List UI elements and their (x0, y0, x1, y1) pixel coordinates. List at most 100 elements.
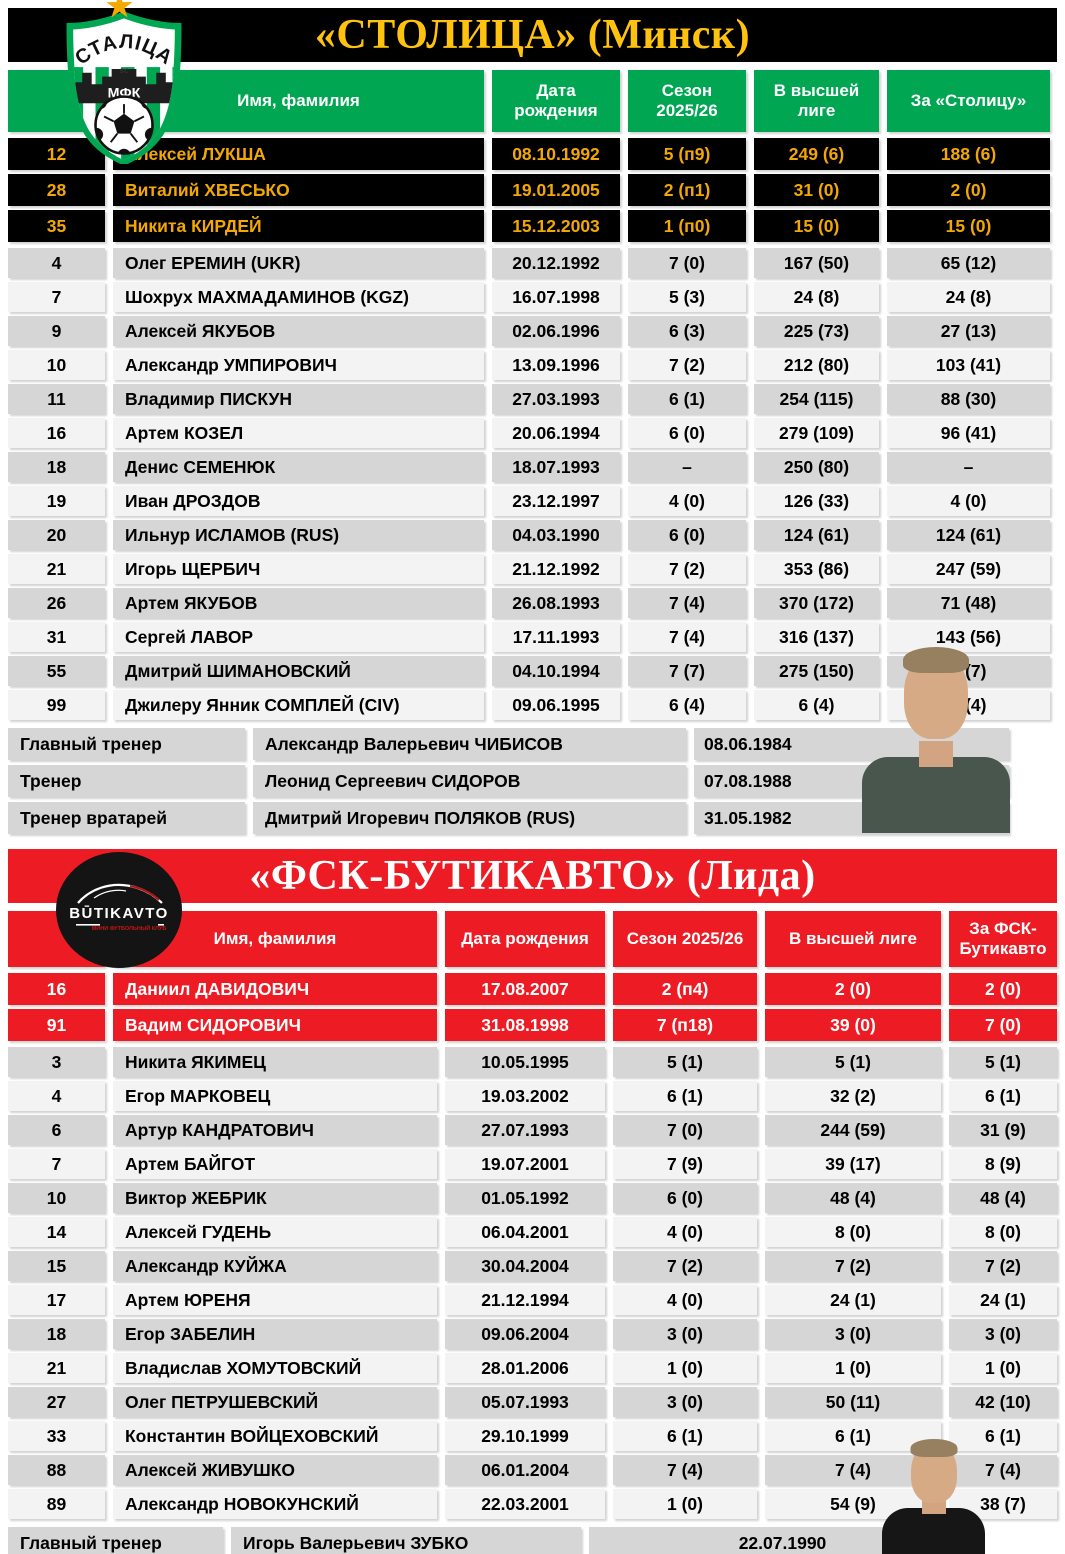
logo-script-text: sc (119, 65, 129, 75)
player-dob-cell: 08.10.1992 (492, 138, 620, 170)
player-name-cell: Джилеру Янник СОМПЛЕЙ (CIV) (113, 690, 484, 720)
player-league-cell: 24 (1) (765, 1285, 941, 1315)
player-name-cell: Артем КОЗЕЛ (113, 418, 484, 448)
player-club-cell: 31 (9) (949, 1115, 1057, 1145)
player-number-cell: 7 (8, 282, 105, 312)
player-row: 31 Сергей ЛАВОР 17.11.1993 7 (4) 316 (13… (8, 622, 1065, 652)
player-dob-cell: 18.07.1993 (492, 452, 620, 482)
goalkeeper-row: 12 Алексей ЛУКША 08.10.1992 5 (п9) 249 (… (8, 138, 1065, 170)
stolitsa-players: 4 Олег ЕРЕМИН (UKR) 20.12.1992 7 (0) 167… (0, 248, 1065, 720)
player-row: 10 Виктор ЖЕБРИК 01.05.1992 6 (0) 48 (4)… (8, 1183, 1065, 1213)
player-club-cell: 48 (4) (949, 1183, 1057, 1213)
player-club-cell: 2 (0) (887, 174, 1050, 206)
player-season-cell: 7 (2) (628, 350, 746, 380)
fsk-goalkeepers: 16 Даниил ДАВИДОВИЧ 17.08.2007 2 (п4) 2 … (0, 973, 1065, 1041)
stolitsa-title: «СТОЛИЦА» (Минск) (314, 12, 751, 58)
player-dob-cell: 20.12.1992 (492, 248, 620, 278)
player-club-cell: 88 (30) (887, 384, 1050, 414)
player-number-cell: 21 (8, 1353, 105, 1383)
player-row: 21 Игорь ЩЕРБИЧ 21.12.1992 7 (2) 353 (86… (8, 554, 1065, 584)
player-name-cell: Виталий ХВЕСЬКО (113, 174, 484, 206)
player-number-cell: 91 (8, 1009, 105, 1041)
player-club-cell: 15 (0) (887, 210, 1050, 242)
player-league-cell: 5 (1) (765, 1047, 941, 1077)
player-name-cell: Виктор ЖЕБРИК (113, 1183, 437, 1213)
league-column-header: В высшей лиге (765, 911, 941, 967)
player-league-cell: 8 (0) (765, 1217, 941, 1247)
player-season-cell: 6 (1) (613, 1421, 757, 1451)
fsk-players: 3 Никита ЯКИМЕЦ 10.05.1995 5 (1) 5 (1) 5… (0, 1047, 1065, 1519)
player-season-cell: 2 (п4) (613, 973, 757, 1005)
player-row: 27 Олег ПЕТРУШЕВСКИЙ 05.07.1993 3 (0) 50… (8, 1387, 1065, 1417)
player-name-cell: Егор ЗАБЕЛИН (113, 1319, 437, 1349)
player-name-cell: Олег ЕРЕМИН (UKR) (113, 248, 484, 278)
player-club-cell: 96 (41) (887, 418, 1050, 448)
player-league-cell: 225 (73) (754, 316, 879, 346)
player-row: 7 Шохрух МАХМАДАМИНОВ (KGZ) 16.07.1998 5… (8, 282, 1065, 312)
player-season-cell: 4 (0) (613, 1217, 757, 1247)
team-fsk-section: «ФСК-БУТИКАВТО» (Лида) Имя, фамилия Дата… (0, 849, 1065, 1554)
player-row: 20 Ильнур ИСЛАМОВ (RUS) 04.03.1990 6 (0)… (8, 520, 1065, 550)
player-league-cell: 250 (80) (754, 452, 879, 482)
player-league-cell: 126 (33) (754, 486, 879, 516)
player-number-cell: 7 (8, 1149, 105, 1179)
player-name-cell: Артем БАЙГОТ (113, 1149, 437, 1179)
player-row: 88 Алексей ЖИВУШКО 06.01.2004 7 (4) 7 (4… (8, 1455, 1065, 1485)
car-icon (77, 883, 163, 904)
player-dob-cell: 22.03.2001 (445, 1489, 605, 1519)
player-number-cell: 21 (8, 554, 105, 584)
player-league-cell: 50 (11) (765, 1387, 941, 1417)
player-club-cell: 8 (0) (949, 1217, 1057, 1247)
player-name-cell: Алексей ЛУКША (113, 138, 484, 170)
player-dob-cell: 15.12.2003 (492, 210, 620, 242)
player-season-cell: 7 (2) (613, 1251, 757, 1281)
player-name-cell: Олег ПЕТРУШЕВСКИЙ (113, 1387, 437, 1417)
player-row: 11 Владимир ПИСКУН 27.03.1993 6 (1) 254 … (8, 384, 1065, 414)
staff-role-cell: Тренер (8, 765, 245, 797)
player-name-cell: Никита КИРДЕЙ (113, 210, 484, 242)
player-club-cell: 188 (6) (887, 138, 1050, 170)
staff-name-cell: Леонид Сергеевич СИДОРОВ (253, 765, 686, 797)
player-name-cell: Александр КУЙЖА (113, 1251, 437, 1281)
player-row: 6 Артур КАНДРАТОВИЧ 27.07.1993 7 (0) 244… (8, 1115, 1065, 1145)
player-club-cell: 4 (0) (887, 486, 1050, 516)
player-season-cell: 6 (0) (628, 520, 746, 550)
player-league-cell: 316 (137) (754, 622, 879, 652)
player-number-cell: 10 (8, 1183, 105, 1213)
player-name-cell: Артем ЮРЕНЯ (113, 1285, 437, 1315)
player-name-cell: Алексей ЖИВУШКО (113, 1455, 437, 1485)
player-number-cell: 26 (8, 588, 105, 618)
goalkeeper-row: 91 Вадим СИДОРОВИЧ 31.08.1998 7 (п18) 39… (8, 1009, 1065, 1041)
player-row: 14 Алексей ГУДЕНЬ 06.04.2001 4 (0) 8 (0)… (8, 1217, 1065, 1247)
player-row: 16 Артем КОЗЕЛ 20.06.1994 6 (0) 279 (109… (8, 418, 1065, 448)
player-dob-cell: 19.03.2002 (445, 1081, 605, 1111)
player-season-cell: 5 (1) (613, 1047, 757, 1077)
player-club-cell: 24 (1) (949, 1285, 1057, 1315)
player-number-cell: 28 (8, 174, 105, 206)
player-club-cell: 7 (0) (949, 1009, 1057, 1041)
player-league-cell: 275 (150) (754, 656, 879, 686)
player-season-cell: 5 (3) (628, 282, 746, 312)
player-club-cell: 1 (0) (949, 1353, 1057, 1383)
club-column-header: За ФСК-Бутикавто (949, 911, 1057, 967)
player-season-cell: 6 (3) (628, 316, 746, 346)
player-number-cell: 99 (8, 690, 105, 720)
player-number-cell: 3 (8, 1047, 105, 1077)
player-club-cell: 27 (13) (887, 316, 1050, 346)
player-number-cell: 10 (8, 350, 105, 380)
player-number-cell: 27 (8, 1387, 105, 1417)
player-season-cell: 3 (0) (613, 1387, 757, 1417)
player-dob-cell: 20.06.1994 (492, 418, 620, 448)
player-season-cell: 7 (п18) (613, 1009, 757, 1041)
player-name-cell: Александр УМПИРОВИЧ (113, 350, 484, 380)
player-league-cell: 31 (0) (754, 174, 879, 206)
player-season-cell: 7 (2) (628, 554, 746, 584)
player-name-cell: Алексей ЯКУБОВ (113, 316, 484, 346)
player-row: 7 Артем БАЙГОТ 19.07.2001 7 (9) 39 (17) … (8, 1149, 1065, 1179)
goalkeeper-row: 35 Никита КИРДЕЙ 15.12.2003 1 (п0) 15 (0… (8, 210, 1065, 242)
player-number-cell: 15 (8, 1251, 105, 1281)
player-league-cell: 279 (109) (754, 418, 879, 448)
player-season-cell: 1 (0) (613, 1353, 757, 1383)
stolitsa-title-bar: «СТОЛИЦА» (Минск) (8, 8, 1057, 62)
